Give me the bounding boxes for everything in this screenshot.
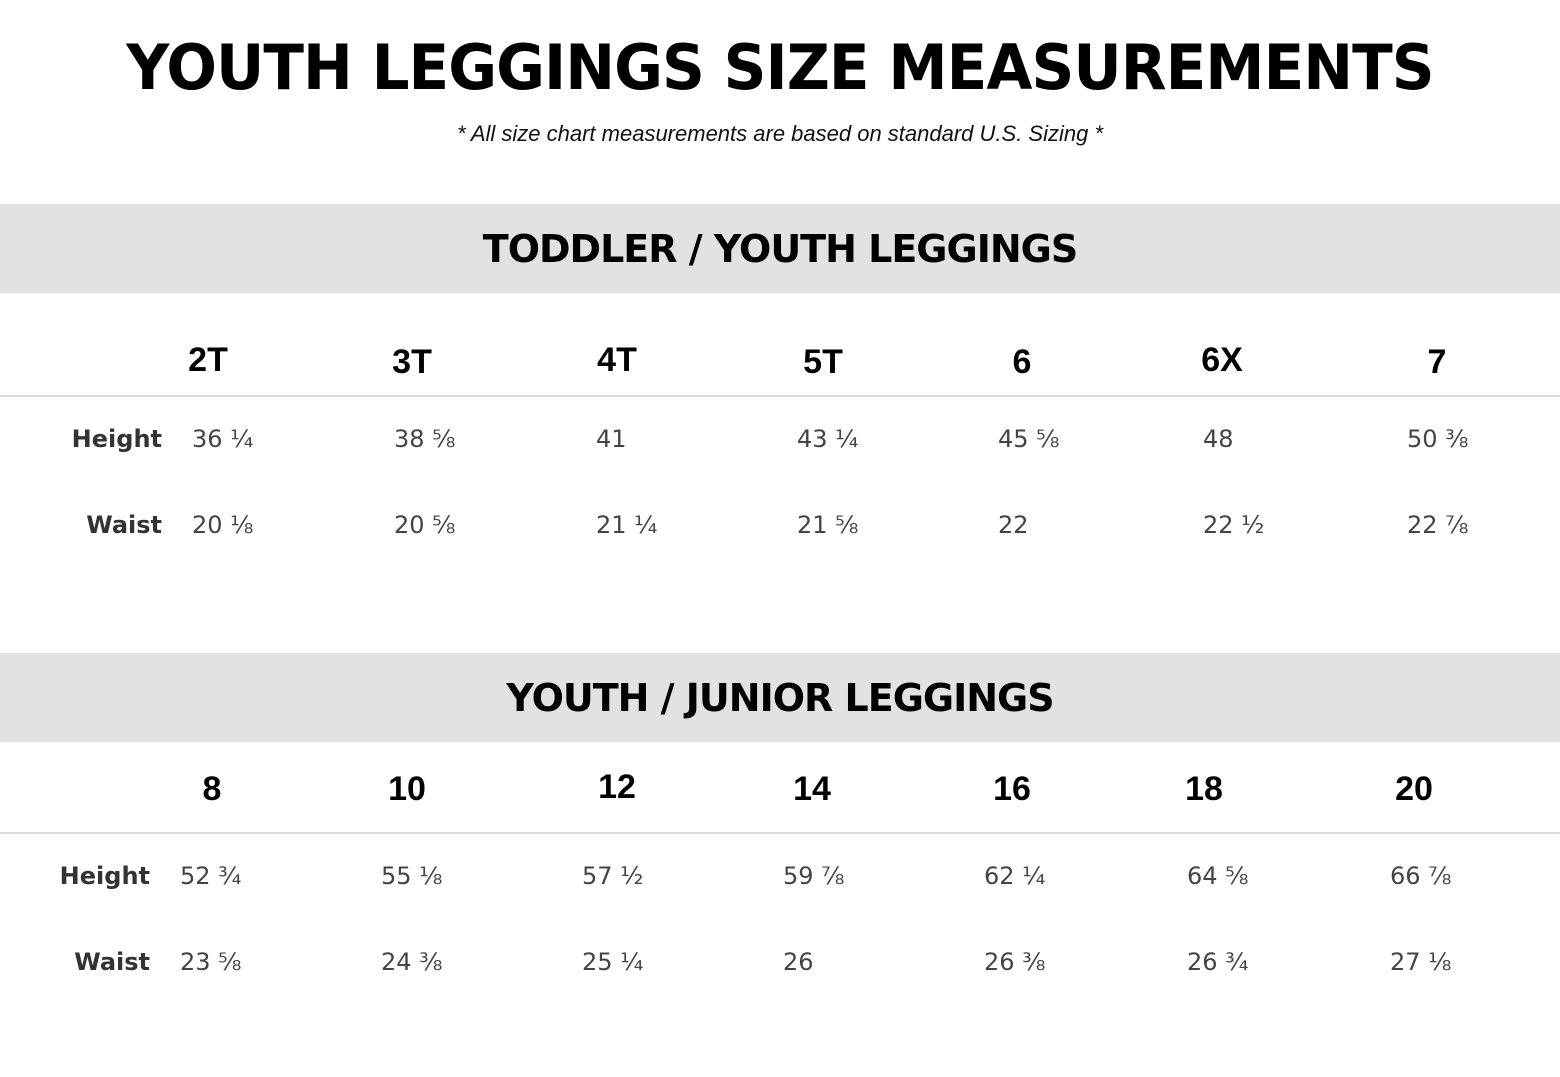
size-header: 10	[388, 770, 426, 808]
row-label-waist: Waist	[74, 948, 150, 976]
table-cell: 20 ⅝	[394, 511, 456, 539]
table-cell: 59 ⅞	[783, 862, 845, 890]
table-cell: 23 ⅝	[180, 948, 242, 976]
size-header: 6	[1012, 343, 1032, 381]
table-cell: 48	[1203, 425, 1234, 453]
table-cell: 21 ¼	[596, 511, 658, 539]
table-cell: 22 ⅞	[1407, 511, 1469, 539]
size-header: 6X	[1201, 341, 1243, 379]
table-cell: 36 ¼	[192, 425, 254, 453]
size-header: 7	[1427, 343, 1447, 381]
table-cell: 64 ⅝	[1187, 862, 1249, 890]
table-cell: 21 ⅝	[797, 511, 859, 539]
table-cell: 22	[998, 511, 1029, 539]
table-cell: 43 ¼	[797, 425, 859, 453]
table-cell: 41	[596, 425, 627, 453]
size-header: 14	[793, 770, 831, 808]
section-title: YOUTH / JUNIOR LEGGINGS	[506, 675, 1054, 720]
table-cell: 26	[783, 948, 814, 976]
table-cell: 22 ½	[1203, 511, 1265, 539]
table-cell: 26 ⅜	[984, 948, 1046, 976]
divider	[0, 395, 1560, 397]
table-cell: 38 ⅝	[394, 425, 456, 453]
page-title: YOUTH LEGGINGS SIZE MEASUREMENTS	[126, 31, 1434, 104]
section-header-youth-junior: YOUTH / JUNIOR LEGGINGS	[0, 653, 1560, 742]
size-header: 8	[202, 770, 222, 808]
size-header: 3T	[392, 343, 432, 381]
table-cell: 45 ⅝	[998, 425, 1060, 453]
section-header-toddler-youth: TODDLER / YOUTH LEGGINGS	[0, 204, 1560, 293]
table-cell: 25 ¼	[582, 948, 644, 976]
size-header: 5T	[803, 343, 843, 381]
table-cell: 50 ⅜	[1407, 425, 1469, 453]
table-cell: 57 ½	[582, 862, 644, 890]
size-header: 16	[993, 770, 1031, 808]
page-subtitle: * All size chart measurements are based …	[456, 121, 1104, 146]
section-title: TODDLER / YOUTH LEGGINGS	[482, 226, 1078, 271]
size-header: 2T	[188, 341, 228, 379]
row-label-waist: Waist	[86, 511, 162, 539]
divider	[0, 832, 1560, 834]
table-cell: 62 ¼	[984, 862, 1046, 890]
size-header: 12	[598, 768, 636, 806]
row-label-height: Height	[59, 862, 150, 890]
size-header: 20	[1395, 770, 1433, 808]
table-cell: 55 ⅛	[381, 862, 443, 890]
table-cell: 52 ¾	[180, 862, 242, 890]
table-cell: 20 ⅛	[192, 511, 254, 539]
table-cell: 66 ⅞	[1390, 862, 1452, 890]
table-cell: 27 ⅛	[1390, 948, 1452, 976]
table-cell: 26 ¾	[1187, 948, 1249, 976]
table-cell: 24 ⅜	[381, 948, 443, 976]
row-label-height: Height	[71, 425, 162, 453]
size-header: 4T	[597, 341, 637, 379]
size-header: 18	[1185, 770, 1223, 808]
